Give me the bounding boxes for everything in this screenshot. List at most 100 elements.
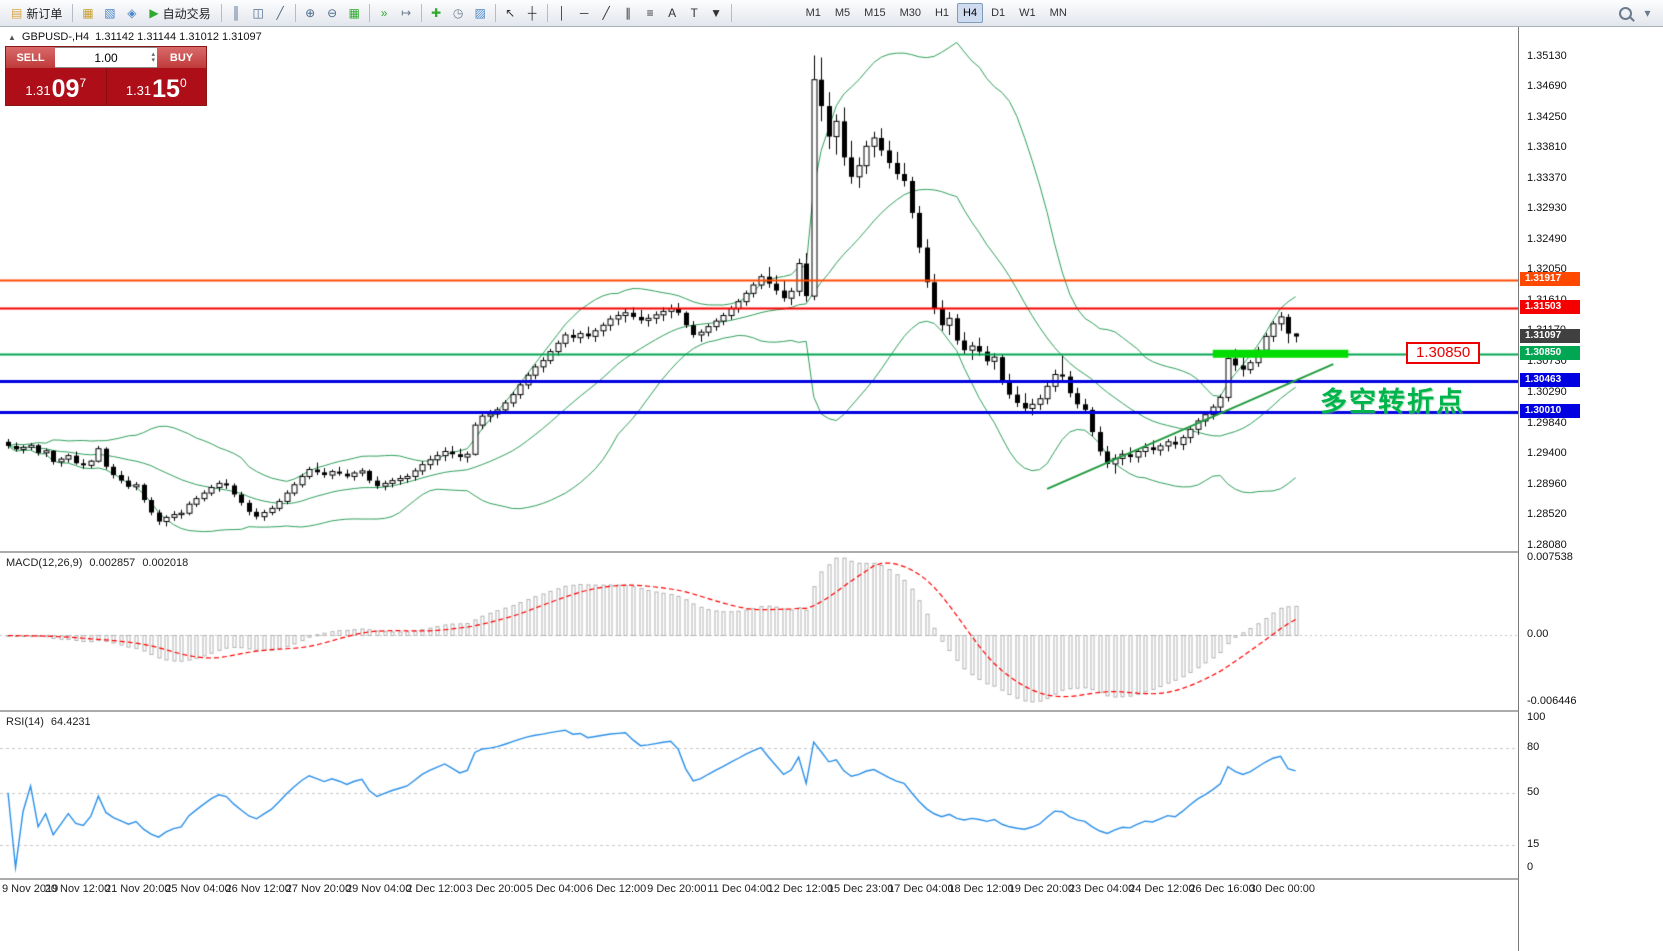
zoom-out-icon[interactable]: ⊖ — [322, 3, 343, 24]
label-icon[interactable]: T — [684, 3, 705, 24]
cursor-icon: ↖ — [505, 6, 516, 20]
macd-panel-canvas[interactable] — [0, 553, 1518, 710]
top-toolbar: ▤ 新订单 ▦ ▧ ◈ ▶ 自动交易 ║ ◫ ╱ ⊕ ⊖ ▦ » ↦ ✚ ◷ ▨ ↖ ┼ │ ─ ╱ ∥ ≡ A T ▼ M1 M5 M15… — [0, 0, 1663, 27]
panel-separator — [0, 878, 1663, 880]
price-axis-label: 1.35130 — [1527, 49, 1567, 62]
fibonacci-icon: ≡ — [646, 6, 654, 20]
spinner-up-icon[interactable]: ▴ — [151, 50, 155, 58]
macd-axis-label: -0.006446 — [1527, 695, 1577, 707]
zoom-in-icon[interactable]: ⊕ — [300, 3, 321, 24]
metaeditor-icon[interactable]: ◈ — [121, 3, 142, 24]
time-label: 29 Nov 04:00 — [345, 883, 412, 895]
bar-chart-icon[interactable]: ║ — [226, 3, 247, 24]
volume-input[interactable]: 1.00 ▴ ▾ — [55, 47, 157, 68]
profiles-icon[interactable]: ▧ — [99, 3, 120, 24]
timeframe-h4[interactable]: H4 — [957, 3, 984, 23]
new-chart-icon[interactable]: ▦ — [77, 3, 98, 24]
time-label: 26 Dec 16:00 — [1189, 883, 1255, 895]
price-axis-label: 1.28080 — [1527, 538, 1567, 551]
volume-value: 1.00 — [94, 50, 118, 65]
auto-scroll-icon[interactable]: » — [374, 3, 395, 24]
main-chart-canvas[interactable] — [0, 27, 1518, 551]
candlestick-chart-icon[interactable]: ◫ — [248, 3, 269, 24]
sell-button[interactable]: SELL — [6, 47, 55, 68]
time-axis: 9 Nov 2019 20 Nov 12:00 21 Nov 20:00 25 Nov… — [0, 880, 1518, 898]
toolbar-separator — [494, 4, 496, 22]
buy-price: 1.31 15 0 — [107, 68, 207, 105]
price-axis-label: 1.32930 — [1527, 202, 1567, 215]
timeframe-m15[interactable]: M15 — [864, 7, 886, 19]
chart-shift-icon[interactable]: ↦ — [396, 3, 417, 24]
horizontal-line-icon[interactable]: ─ — [574, 3, 595, 24]
timeframe-mn[interactable]: MN — [1049, 7, 1067, 19]
time-label: 17 Dec 04:00 — [888, 883, 954, 895]
time-label: 26 Nov 12:00 — [225, 883, 291, 895]
volume-spinner: ▴ ▾ — [151, 48, 155, 67]
crosshair-icon[interactable]: ┼ — [522, 3, 543, 24]
time-label: 6 Dec 12:00 — [586, 883, 647, 895]
buy-price-sup: 0 — [179, 76, 187, 90]
macd-axis-label: 0.00 — [1527, 628, 1549, 641]
profiles-icon: ▧ — [104, 6, 116, 20]
macd-axis-label: 0.007538 — [1527, 550, 1573, 563]
timeframe-m5[interactable]: M5 — [834, 7, 851, 19]
rsi-value: 64.4231 — [50, 716, 91, 728]
time-label: 3 Dec 20:00 — [466, 883, 526, 895]
zoom-out-icon: ⊖ — [327, 6, 338, 20]
fibonacci-icon[interactable]: ≡ — [640, 3, 661, 24]
tile-windows-icon: ▦ — [348, 6, 360, 20]
time-label: 27 Nov 20:00 — [285, 883, 352, 895]
trendline-icon: ╱ — [602, 6, 610, 20]
time-label: 2 Dec 12:00 — [406, 883, 466, 895]
toolbar-separator — [546, 4, 548, 22]
time-label: 21 Nov 20:00 — [105, 883, 171, 895]
crosshair-icon: ┼ — [527, 6, 537, 20]
line-chart-icon[interactable]: ╱ — [270, 3, 291, 24]
templates-icon[interactable]: ▨ — [470, 3, 491, 24]
tile-windows-icon[interactable]: ▦ — [344, 3, 365, 24]
vertical-line-icon[interactable]: │ — [552, 3, 573, 24]
cursor-icon[interactable]: ↖ — [500, 3, 521, 24]
toolbar-separator — [72, 4, 74, 22]
buy-button[interactable]: BUY — [157, 47, 206, 68]
time-label: 20 Nov 12:00 — [44, 883, 111, 895]
time-label: 9 Nov 2019 — [2, 883, 59, 895]
indicators-icon[interactable]: ✚ — [426, 3, 447, 24]
channel-icon[interactable]: ∥ — [618, 3, 639, 24]
spinner-down-icon[interactable]: ▾ — [151, 56, 155, 64]
new-order-icon: ▤ — [11, 6, 23, 20]
chart-dropdown-icon[interactable]: ▾ — [1637, 3, 1658, 24]
collapse-icon[interactable]: ▲ — [8, 32, 16, 42]
symbol-info-bar: ▲ GBPUSD-,H4 1.31142 1.31144 1.31012 1.3… — [8, 31, 262, 43]
price-axis-label: 1.34250 — [1527, 110, 1567, 123]
metaeditor-icon: ◈ — [127, 6, 137, 20]
rsi-panel-canvas[interactable] — [0, 712, 1518, 878]
price-axis-label: 1.32490 — [1527, 232, 1567, 245]
price-tag: 1.31503 — [1520, 300, 1580, 315]
periods-icon[interactable]: ◷ — [448, 3, 469, 24]
macd-value-main: 0.002857 — [89, 557, 136, 569]
timeframe-h1[interactable]: H1 — [934, 7, 950, 19]
time-label: 25 Nov 04:00 — [165, 883, 231, 895]
chart-shift-icon: ↦ — [401, 6, 412, 20]
bar-chart-icon: ║ — [231, 6, 241, 20]
timeframe-m1[interactable]: M1 — [805, 7, 821, 19]
time-label: 11 Dec 04:00 — [707, 883, 773, 895]
vertical-line-icon: │ — [558, 6, 566, 20]
arrows-icon[interactable]: ▼ — [706, 3, 727, 24]
timeframe-d1[interactable]: D1 — [991, 7, 1006, 19]
timeframe-w1[interactable]: W1 — [1019, 7, 1036, 19]
trendline-icon[interactable]: ╱ — [596, 3, 617, 24]
rsi-axis-label: 100 — [1527, 710, 1546, 723]
candlestick-chart-icon: ◫ — [252, 6, 264, 20]
symbol-name: GBPUSD-,H4 — [21, 31, 90, 43]
text-icon[interactable]: A — [662, 3, 683, 24]
autotrading-button[interactable]: ▶ 自动交易 — [143, 2, 216, 24]
search-icon[interactable] — [1615, 3, 1636, 24]
timeframe-m30[interactable]: M30 — [899, 7, 921, 19]
templates-icon: ▨ — [474, 6, 486, 20]
new-order-button[interactable]: ▤ 新订单 — [5, 2, 68, 24]
autotrading-icon: ▶ — [149, 6, 159, 20]
ohlc-readout: 1.31142 1.31144 1.31012 1.31097 — [95, 31, 262, 43]
turning-point-label: 多空转折点 — [1320, 387, 1465, 417]
